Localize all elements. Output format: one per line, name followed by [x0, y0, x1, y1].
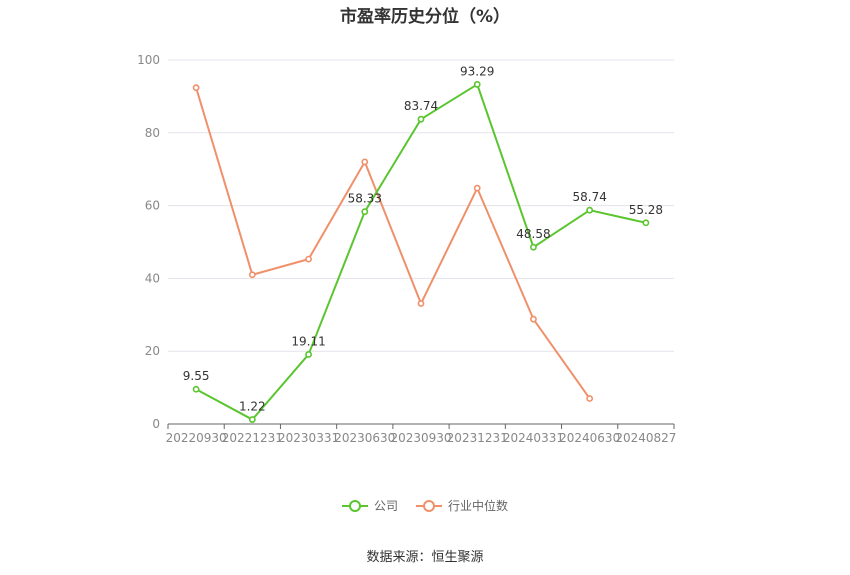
data-label-company: 48.58: [516, 227, 550, 241]
data-point-company: [642, 219, 650, 227]
y-tick-label: 80: [145, 126, 160, 140]
x-tick-label: 20231231: [447, 431, 508, 445]
x-tick-label: 20240331: [503, 431, 564, 445]
data-point-industry-median: [586, 395, 594, 402]
data-label-company: 9.55: [183, 369, 210, 383]
data-point-company: [473, 81, 481, 88]
data-point-industry-median: [192, 84, 200, 92]
data-label-company: 1.22: [239, 400, 266, 414]
legend-item-industry-median[interactable]: 行业中位数: [416, 497, 508, 514]
data-label-company: 93.29: [460, 64, 494, 78]
legend-label-company: 公司: [373, 499, 398, 513]
x-tick-label: 20230630: [334, 431, 395, 445]
x-tick-label: 20220930: [166, 431, 227, 445]
y-tick-label: 20: [145, 344, 160, 358]
legend-item-company[interactable]: 公司: [341, 497, 398, 514]
data-label-company: 83.74: [404, 99, 438, 113]
data-label-layer: 9.55 1.22 19.11 58.33 83.74 93.29 48.58 58.74 55…: [183, 64, 663, 413]
data-point-company: [417, 115, 425, 123]
x-tick-label: 20221231: [222, 431, 283, 445]
data-point-company: [586, 206, 594, 214]
data-point-industry-median: [305, 255, 312, 263]
y-tick-label: 60: [145, 199, 160, 213]
axis-layer: 0204060801002022093020221231202303312023…: [137, 53, 676, 445]
legend: 公司 行业中位数: [0, 497, 850, 514]
series-line-industry-median: [195, 87, 591, 400]
x-tick-label: 20240827: [615, 431, 676, 445]
legend-label-industry-median: 行业中位数: [448, 499, 509, 513]
data-point-company: [361, 208, 369, 216]
data-point-company: [192, 385, 200, 393]
data-label-company: 58.74: [572, 190, 606, 204]
x-tick-label: 20230331: [278, 431, 339, 445]
plot-area: 0204060801002022093020221231202303312023…: [137, 53, 676, 445]
y-tick-label: 40: [145, 271, 160, 285]
data-label-company: 58.33: [348, 192, 382, 206]
x-tick-label: 20240630: [559, 431, 620, 445]
data-label-company: 19.11: [291, 334, 325, 348]
data-point-company: [530, 243, 537, 251]
legend-company-marker-icon: [341, 499, 368, 512]
series-line-company: [195, 83, 647, 421]
data-source: 数据来源：恒生聚源: [366, 550, 484, 565]
legend-industry-marker-icon: [416, 499, 442, 512]
data-point-industry-median: [248, 271, 256, 279]
x-tick-label: 20230930: [390, 431, 451, 445]
series-layer: [192, 81, 650, 423]
grid-layer: [168, 59, 674, 352]
y-tick-label: 0: [152, 417, 160, 431]
data-label-company: 55.28: [629, 203, 663, 217]
data-point-industry-median: [417, 300, 425, 307]
data-point-industry-median: [530, 315, 537, 323]
data-point-company: [248, 416, 256, 423]
y-tick-label: 100: [137, 53, 160, 67]
data-point-industry-median: [361, 158, 369, 166]
chart-title: 市盈率历史分位（%）: [339, 7, 511, 27]
data-point-company: [305, 351, 312, 358]
data-point-industry-median: [473, 184, 481, 192]
